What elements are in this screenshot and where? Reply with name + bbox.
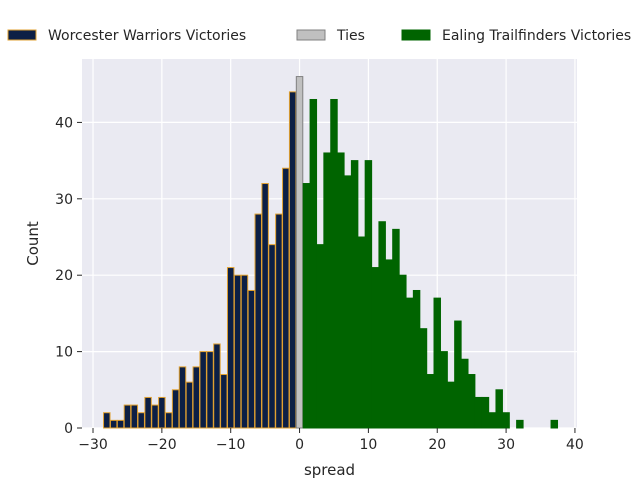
x-tick-label: −20	[147, 437, 177, 453]
x-tick-label: −30	[78, 437, 108, 453]
y-axis-ticks: 0 10 20 30 40	[55, 115, 82, 437]
bar-ealing-22	[447, 381, 455, 429]
bar-ties-0	[295, 76, 304, 429]
bar-worcester--26	[116, 419, 125, 429]
y-axis-label: Count	[24, 221, 42, 266]
y-tick-label: 40	[55, 115, 73, 131]
bar-worcester--21	[151, 404, 159, 429]
bar-worcester--16	[185, 381, 194, 429]
bar-ealing-9	[357, 236, 366, 429]
bar-worcester--18	[171, 389, 180, 429]
bar-ealing-1	[302, 183, 311, 429]
y-tick-label: 20	[55, 268, 73, 284]
x-tick-label: 0	[295, 437, 304, 453]
bar-worcester--4	[268, 244, 276, 429]
y-tick-label: 10	[55, 345, 73, 361]
bar-worcester--3	[275, 213, 283, 429]
bar-worcester--19	[165, 412, 173, 429]
bar-ealing-2	[309, 98, 318, 429]
bar-ealing-14	[392, 228, 400, 429]
y-tick-label: 0	[64, 421, 73, 437]
legend-swatch	[296, 29, 326, 41]
x-tick-label: −10	[216, 437, 246, 453]
bar-ealing-28	[488, 412, 497, 429]
bar-worcester--11	[220, 374, 228, 429]
bar-ealing-6	[337, 152, 345, 429]
bar-worcester--15	[192, 366, 201, 429]
bar-worcester--28	[103, 412, 111, 429]
legend-label: Ealing Trailfinders Victories	[442, 28, 631, 44]
bars	[103, 76, 559, 429]
bar-worcester--7	[247, 289, 256, 429]
bar-worcester--17	[178, 366, 187, 429]
bar-worcester--13	[206, 351, 214, 429]
bar-ealing-12	[378, 221, 386, 429]
x-axis-label: spread	[304, 461, 355, 479]
bar-worcester--25	[123, 404, 132, 429]
bar-ealing-4	[323, 152, 331, 429]
y-tick-label: 30	[55, 192, 73, 208]
bar-ealing-30	[502, 412, 510, 429]
bar-worcester--2	[282, 167, 290, 429]
bar-worcester--24	[130, 404, 139, 429]
bar-ealing-19	[426, 374, 435, 429]
bar-ealing-16	[405, 297, 414, 429]
bar-ealing-37	[550, 419, 559, 429]
bar-ealing-25	[467, 374, 476, 429]
legend: Worcester Warriors Victories Ties Ealing T…	[7, 28, 631, 44]
bar-ealing-15	[399, 274, 407, 429]
bar-ealing-24	[461, 358, 469, 429]
legend-swatch	[7, 29, 37, 41]
bar-ealing-29	[495, 389, 503, 429]
bar-ealing-17	[412, 289, 421, 429]
legend-label: Worcester Warriors Victories	[48, 28, 246, 44]
bar-ealing-27	[481, 396, 490, 429]
bar-worcester--5	[261, 183, 269, 429]
bar-worcester--1	[288, 91, 297, 429]
x-tick-label: 30	[497, 437, 515, 453]
bar-ealing-3	[316, 244, 324, 429]
bar-worcester--8	[240, 274, 249, 429]
bar-ealing-20	[433, 297, 441, 429]
x-axis-ticks: −30 −20 −10 0 10 20 30 40	[78, 428, 584, 453]
bar-ealing-7	[344, 175, 352, 429]
legend-swatch	[401, 29, 431, 41]
bar-worcester--27	[109, 419, 118, 429]
x-tick-label: 40	[566, 437, 584, 453]
bar-ealing-5	[330, 98, 338, 429]
bar-ealing-21	[440, 351, 448, 429]
bar-ealing-10	[364, 160, 373, 429]
bar-worcester--10	[226, 267, 235, 429]
bar-ealing-23	[454, 320, 462, 429]
bar-ealing-26	[474, 396, 483, 429]
legend-label: Ties	[336, 28, 365, 44]
bar-worcester--22	[144, 396, 152, 429]
bar-worcester--20	[158, 396, 166, 429]
x-tick-label: 20	[428, 437, 446, 453]
bar-ealing-13	[385, 259, 393, 429]
bar-worcester--9	[233, 274, 242, 429]
bar-worcester--14	[199, 351, 207, 429]
bar-ealing-18	[419, 328, 428, 429]
bar-ealing-11	[371, 267, 380, 429]
bar-worcester--12	[213, 343, 221, 429]
bar-ealing-8	[350, 160, 359, 429]
bar-ealing-32	[516, 419, 524, 429]
bar-worcester--23	[137, 412, 145, 429]
bar-worcester--6	[254, 213, 262, 429]
x-tick-label: 10	[359, 437, 377, 453]
